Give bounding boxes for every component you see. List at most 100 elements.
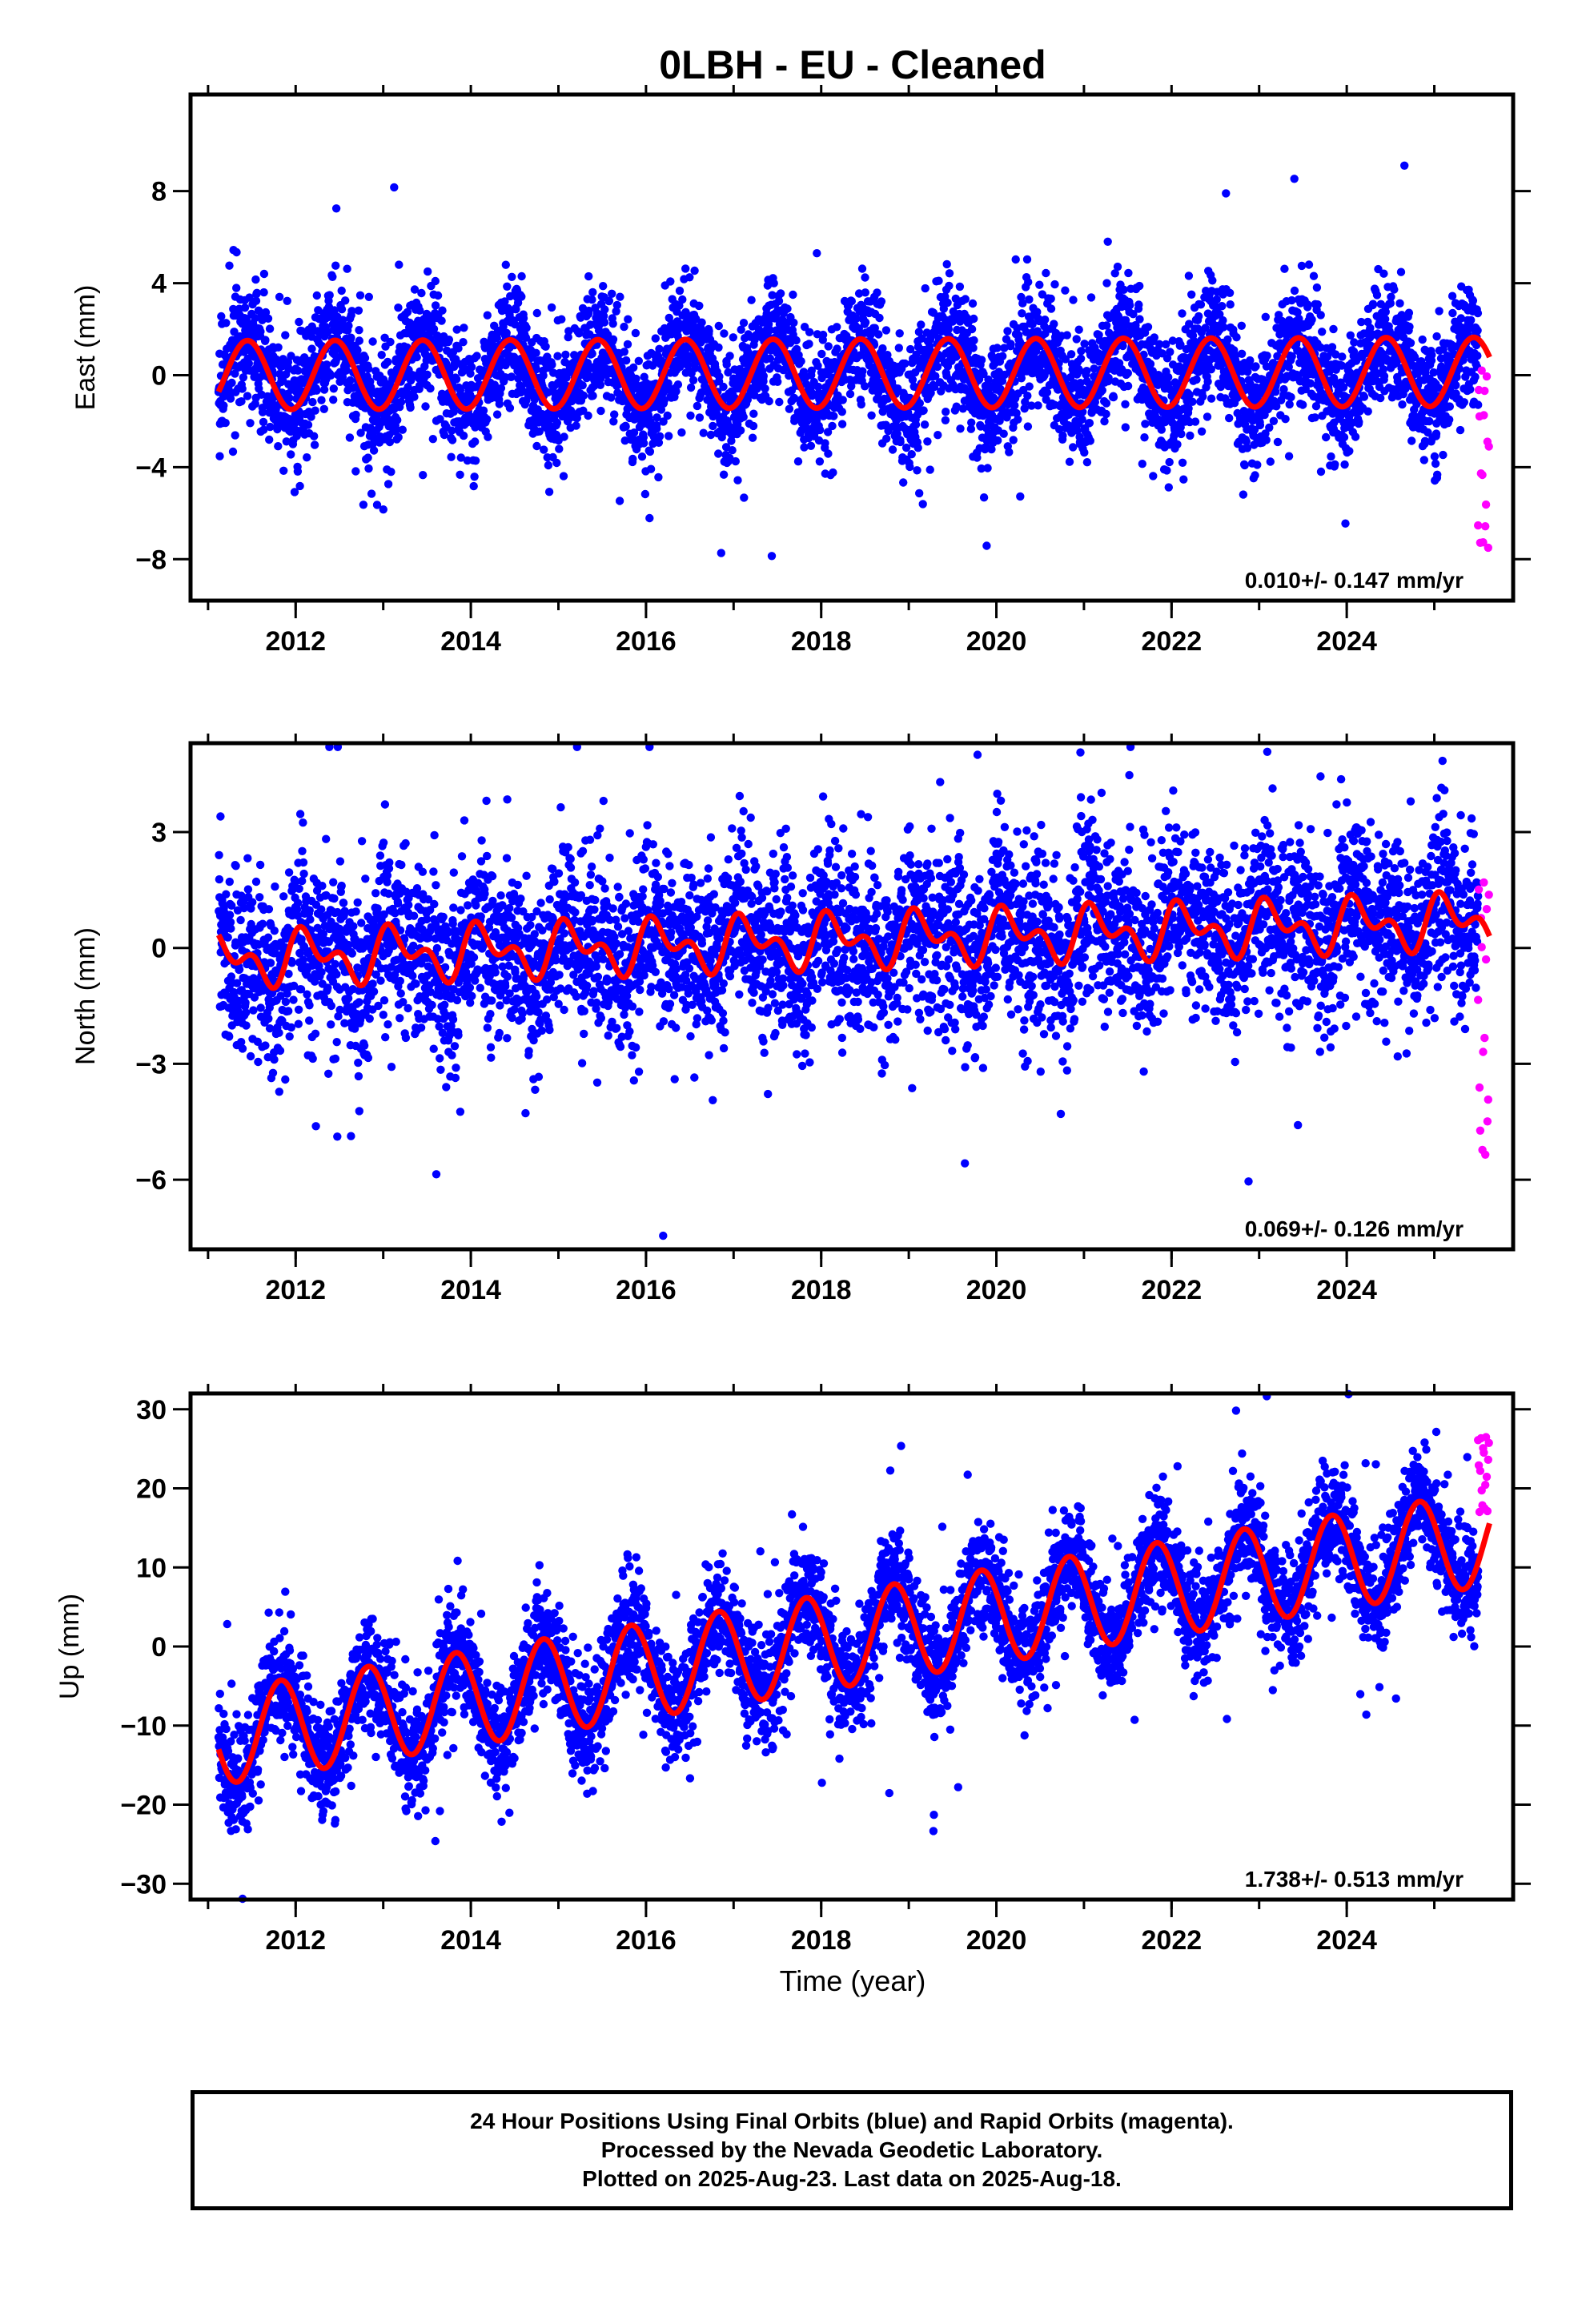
east-point-final [714,343,723,352]
east-point-final [274,343,283,352]
east-point-final [895,329,904,338]
east-point-final [285,393,294,403]
east-point-final [588,296,596,304]
east-point-final [921,283,930,293]
east-point-final [1460,398,1469,407]
east-point-final [615,497,624,505]
east-point-final [232,247,241,257]
east-point-final [1178,458,1187,467]
east-point-final [1239,490,1248,499]
east-point-final [1226,300,1235,309]
east-point-final [1473,308,1483,318]
east-point-final [544,460,553,470]
east-point-final [1379,269,1388,278]
east-point-rapid [1484,543,1493,553]
east-point-final [410,285,420,294]
east-point-final [1376,393,1385,403]
east-point-final [817,349,826,359]
east-point-final [1425,416,1434,426]
east-point-rapid [1480,411,1488,420]
east-point-final [847,296,857,306]
east-point-final [325,291,334,300]
east-point-final [894,344,904,352]
east-point-final [805,340,813,348]
east-point-final [337,286,346,296]
east-point-final [1266,457,1275,466]
east-point-final [1046,304,1056,313]
east-point-final [979,493,989,502]
east-point-final [907,450,916,459]
chart-title: 0LBH - EU - Cleaned [659,42,1046,87]
east-point-final [251,314,259,323]
east-point-final [881,326,891,335]
east-point-final [572,421,580,430]
east-point-final [329,384,338,393]
east-point-final [215,452,224,460]
east-point-final [1430,452,1439,461]
east-point-final [379,505,387,514]
east-point-final [955,282,965,292]
east-point-final [243,392,252,400]
east-point-final [1102,279,1111,287]
east-point-final [1203,377,1212,386]
east-point-final [517,271,526,281]
east-point-final [1080,448,1089,457]
east-point-final [1191,417,1200,426]
east-point-final [857,264,867,273]
east-point-final [1074,325,1083,334]
east-point-final [368,337,377,346]
east-point-final [1135,315,1144,324]
east-point-final [994,436,1002,445]
east-point-final [1290,175,1299,183]
east-point-final [1473,326,1482,335]
east-point-final [364,292,373,301]
east-point-final [1237,321,1247,330]
east-point-final [1273,437,1283,447]
east-point-final [1435,307,1443,316]
east-point-final [621,422,630,431]
east-point-final [806,441,816,450]
east-point-final [1285,400,1294,409]
east-point-final [1359,392,1369,401]
east-point-final [364,364,373,373]
east-point-final [1225,413,1234,423]
east-point-final [307,344,316,353]
east-point-final [383,480,393,489]
east-point-final [584,271,593,281]
east-point-final [1098,386,1107,395]
east-point-final [714,449,723,458]
east-point-final [369,446,379,455]
east-point-final [815,457,825,466]
east-point-final [1445,402,1455,411]
east-point-final [1316,311,1325,320]
east-point-final [1196,300,1206,309]
east-point-final [1269,416,1279,425]
east-point-final [394,432,403,442]
east-point-final [695,301,704,310]
east-point-final [1014,415,1022,424]
east-point-final [398,425,407,434]
east-point-final [1102,399,1111,408]
east-point-final [783,304,792,313]
east-point-final [1082,458,1092,467]
east-point-final [970,336,978,345]
east-point-final [259,425,268,434]
east-point-final [557,315,566,324]
east-point-final [1363,407,1372,416]
east-point-final [767,552,777,561]
east-point-final [456,453,465,462]
east-point-final [471,456,480,465]
east-point-final [222,319,231,328]
east-point-final [1225,288,1235,297]
east-point-final [1263,352,1271,360]
east-point-final [813,249,821,258]
east-point-final [1253,460,1262,469]
east-point-final [838,396,847,404]
east-point-final [355,326,363,335]
east-point-final [1372,291,1382,300]
east-point-final [610,410,619,419]
east-point-final [416,306,424,315]
east-point-final [259,287,268,297]
east-point-final [295,317,303,327]
east-point-final [1143,323,1153,332]
